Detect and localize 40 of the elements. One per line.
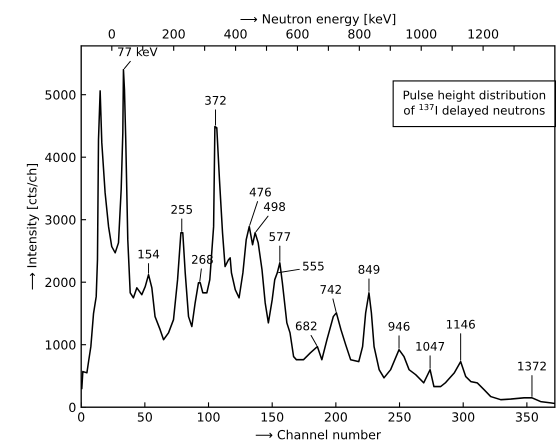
x-tick-label: 250 [388,412,411,422]
y-tick-label: 3000 [45,215,76,225]
x-tick-label: 150 [262,412,284,422]
annotation: 849 [358,264,380,274]
annotation: 1372 [518,362,546,371]
x2-tick-label: 1000 [406,29,436,39]
annotation: 372 [205,96,226,105]
y-tick-label: 4000 [45,152,76,162]
annotation: 498 [264,202,286,212]
annotation: 577 [269,232,290,242]
x-tick-label: 300 [452,412,474,422]
annotation: 77 keV [118,47,158,56]
annotation: 742 [320,284,341,294]
y-tick-label: 2000 [45,278,76,288]
annotation: 154 [138,250,160,259]
y-tick-label: 0 [69,402,76,412]
x-tick-label: 200 [324,412,347,422]
x2-tick-label: 0 [108,29,115,39]
y-axis-title: ⟶ Intensity [cts/ch] [26,164,39,290]
x2-tick-label: 1200 [468,29,498,39]
x2-tick-label: 800 [348,29,370,39]
annotation: 682 [296,321,316,330]
y-tick-label: 5000 [45,90,76,100]
x2-tick-label: 600 [286,29,309,39]
annotation: 1146 [446,320,475,329]
x-tick-label: 100 [198,412,220,422]
annotation: 255 [171,204,192,214]
annotation: Pulse height distribution of $^{137}$I delayed neutrons [404,90,546,118]
x-tick-label: 0 [78,412,84,422]
x2-tick-label: 400 [224,29,247,39]
x2-axis-title: ⟶ Neutron energy [keV] [240,14,396,26]
annotation: 476 [250,188,271,197]
x-axis-title: ⟶ Channel number [256,430,382,440]
y-tick-label: 1000 [46,340,76,350]
annotation: 946 [388,322,410,331]
annotation: 555 [303,262,324,271]
x2-tick-label: 200 [162,29,185,39]
x-tick-label: 350 [516,412,538,422]
annotation: 1047 [416,342,444,351]
x-tick-label: 50 [138,412,152,422]
